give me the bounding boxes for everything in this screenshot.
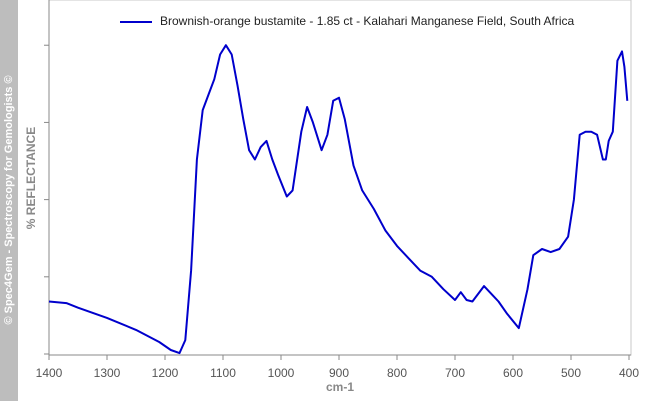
x-axis-label: cm-1 <box>326 380 354 394</box>
x-tick-label: 600 <box>503 366 523 380</box>
x-tick-label: 1400 <box>36 366 63 380</box>
x-tick-label: 1200 <box>152 366 179 380</box>
watermark: © Spec4Gem - Spectroscopy for Gemologist… <box>3 75 15 324</box>
y-axis-label: % REFLECTANCE <box>24 127 38 229</box>
x-tick-label: 400 <box>619 366 639 380</box>
x-tick-label: 800 <box>387 366 407 380</box>
x-tick-label: 500 <box>561 366 581 380</box>
x-tick-label: 1000 <box>268 366 295 380</box>
x-tick-label: 700 <box>445 366 465 380</box>
spectrum-line <box>48 44 629 355</box>
watermark-strip <box>0 0 18 401</box>
x-tick-label: 900 <box>329 366 349 380</box>
x-tick-label: 1300 <box>94 366 121 380</box>
x-tick-label: 1100 <box>210 366 236 380</box>
plot-frame <box>48 0 632 356</box>
legend-label: Brownish-orange bustamite - 1.85 ct - Ka… <box>160 14 575 28</box>
